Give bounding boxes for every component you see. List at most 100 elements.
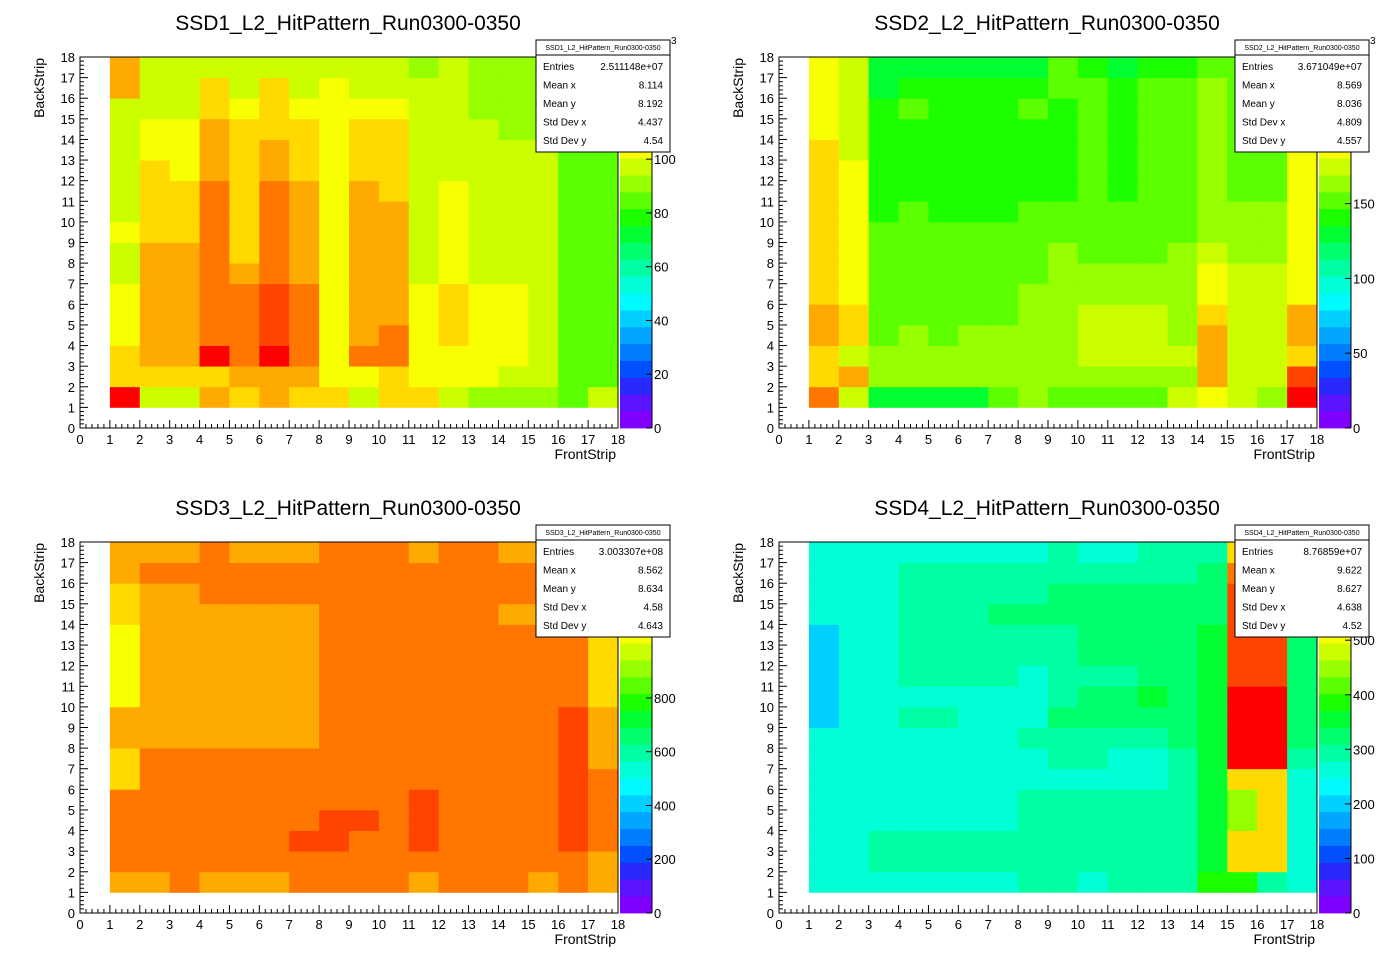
heatmap-cell bbox=[1257, 366, 1288, 388]
heatmap-cell bbox=[1227, 686, 1258, 708]
heatmap-cell bbox=[349, 665, 380, 687]
heatmap-cell bbox=[1077, 221, 1109, 243]
x-tick-label: 18 bbox=[1310, 432, 1324, 447]
heatmap-cell bbox=[898, 139, 929, 161]
y-tick-label: 1 bbox=[767, 400, 774, 415]
x-tick-label: 6 bbox=[256, 917, 263, 932]
heatmap-cell bbox=[898, 542, 929, 564]
heatmap-cell bbox=[169, 263, 200, 285]
heatmap-cell bbox=[928, 98, 959, 120]
heatmap-cell bbox=[988, 645, 1019, 667]
heatmap-cell bbox=[558, 263, 589, 285]
palette-band bbox=[1319, 276, 1351, 294]
heatmap-cell bbox=[438, 98, 469, 120]
heatmap-cell bbox=[838, 139, 870, 161]
heatmap-cell bbox=[1227, 748, 1258, 770]
heatmap-cell bbox=[528, 830, 559, 852]
heatmap-cell bbox=[498, 324, 529, 346]
heatmap-cell bbox=[958, 809, 989, 831]
heatmap-cell bbox=[1077, 871, 1109, 893]
heatmap-cell bbox=[259, 304, 290, 326]
heatmap-cell bbox=[109, 665, 141, 687]
heatmap-cell bbox=[558, 871, 589, 893]
heatmap-cell bbox=[319, 386, 350, 408]
heatmap-cell bbox=[528, 160, 559, 182]
heatmap-cell bbox=[1137, 118, 1168, 140]
heatmap-cell bbox=[1018, 304, 1049, 326]
heatmap-cell bbox=[838, 851, 870, 873]
heatmap-cell bbox=[199, 386, 230, 408]
heatmap-cell bbox=[1287, 871, 1318, 893]
heatmap-cell bbox=[139, 748, 171, 770]
heatmap-cell bbox=[838, 118, 870, 140]
heatmap-cell bbox=[588, 727, 619, 749]
heatmap-cell bbox=[1107, 366, 1139, 388]
x-tick-label: 0 bbox=[775, 917, 782, 932]
heatmap-cell bbox=[319, 139, 350, 161]
y-tick-label: 17 bbox=[760, 71, 774, 86]
heatmap-cell bbox=[468, 603, 499, 625]
y-tick-label: 7 bbox=[767, 277, 774, 292]
x-tick-label: 8 bbox=[1014, 432, 1021, 447]
heatmap-cell bbox=[259, 221, 290, 243]
heatmap-cell bbox=[169, 871, 200, 893]
heatmap-cell bbox=[319, 160, 350, 182]
x-tick-label: 16 bbox=[1250, 432, 1264, 447]
heatmap-cell bbox=[229, 603, 260, 625]
heatmap-cell bbox=[808, 242, 840, 264]
x-tick-label: 16 bbox=[1250, 917, 1264, 932]
heatmap-cell bbox=[378, 324, 410, 346]
y-tick-label: 17 bbox=[61, 556, 75, 571]
heatmap-cell bbox=[868, 748, 899, 770]
heatmap-cell bbox=[1197, 603, 1228, 625]
heatmap-cell bbox=[349, 57, 380, 79]
heatmap-cell bbox=[1227, 871, 1258, 893]
heatmap-cell bbox=[229, 221, 260, 243]
heatmap-cell bbox=[468, 727, 499, 749]
heatmap-cell bbox=[139, 160, 171, 182]
heatmap-cell bbox=[988, 180, 1019, 202]
heatmap-cell bbox=[958, 180, 989, 202]
heatmap-cell bbox=[109, 603, 141, 625]
heatmap-cell bbox=[1077, 98, 1109, 120]
heatmap-cell bbox=[199, 160, 230, 182]
heatmap-cell bbox=[868, 98, 899, 120]
heatmap-cell bbox=[199, 706, 230, 728]
heatmap-cell bbox=[229, 706, 260, 728]
heatmap-cell bbox=[1167, 139, 1198, 161]
stats-value: 4.437 bbox=[638, 118, 663, 129]
heatmap-cell bbox=[1018, 871, 1049, 893]
heatmap-cell bbox=[1287, 748, 1318, 770]
heatmap-cell bbox=[199, 98, 230, 120]
heatmap-cell bbox=[838, 645, 870, 667]
heatmap-cell bbox=[898, 263, 929, 285]
heatmap-cell bbox=[259, 562, 290, 584]
heatmap-cell bbox=[498, 624, 529, 646]
heatmap-cell bbox=[1167, 118, 1198, 140]
stats-box-name: SSD4_L2_HitPattern_Run0300-0350 bbox=[1244, 530, 1359, 537]
heatmap-cell bbox=[958, 748, 989, 770]
heatmap-cell bbox=[1257, 345, 1288, 367]
x-tick-label: 12 bbox=[1130, 432, 1144, 447]
palette-tick-label: 800 bbox=[654, 691, 676, 706]
x-tick-label: 2 bbox=[835, 432, 842, 447]
x-tick-label: 0 bbox=[76, 432, 83, 447]
heatmap-cell bbox=[1107, 809, 1139, 831]
heatmap-cell bbox=[1107, 748, 1139, 770]
heatmap-cell bbox=[169, 77, 200, 99]
heatmap-cell bbox=[378, 386, 410, 408]
heatmap-cell bbox=[1077, 830, 1109, 852]
heatmap-cell bbox=[588, 768, 619, 790]
heatmap-cell bbox=[1048, 139, 1079, 161]
y-axis-label: BackStrip bbox=[730, 58, 746, 118]
x-tick-label: 17 bbox=[581, 432, 595, 447]
heatmap-cell bbox=[1018, 542, 1049, 564]
heatmap-cell bbox=[988, 345, 1019, 367]
heatmap-cell bbox=[498, 665, 529, 687]
heatmap-cell bbox=[289, 366, 320, 388]
heatmap-cell bbox=[349, 830, 380, 852]
heatmap-cell bbox=[1287, 263, 1318, 285]
palette-band bbox=[1319, 175, 1351, 193]
heatmap-cell bbox=[1077, 345, 1109, 367]
heatmap-cell bbox=[378, 283, 410, 305]
